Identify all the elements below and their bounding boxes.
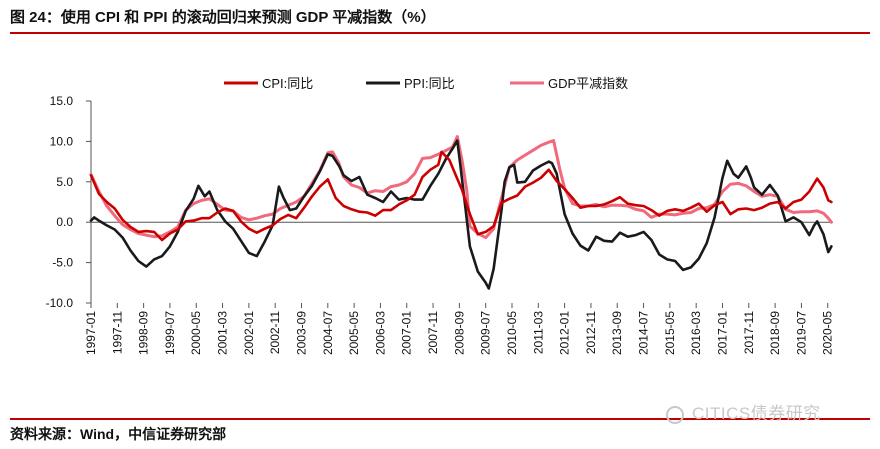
x-tick-label: 1998-09 (137, 311, 151, 355)
x-tick-label: 2012-01 (558, 311, 572, 355)
x-tick-label: 2015-05 (663, 311, 677, 355)
y-tick-label: 5.0 (56, 175, 73, 189)
x-tick-label: 2006-03 (373, 311, 387, 355)
figure-title: 图 24：使用 CPI 和 PPI 的滚动回归来预测 GDP 平减指数（%） (10, 9, 436, 26)
chart-legend: CPI:同比 PPI:同比 GDP平减指数 (224, 76, 628, 91)
x-tick-label: 2017-01 (715, 311, 729, 355)
x-tick-label: 2014-07 (637, 311, 651, 355)
series-line-gdp (89, 135, 833, 240)
y-tick-label: 10.0 (50, 134, 74, 148)
x-tick-label: 2009-07 (479, 311, 493, 355)
x-tick-label: 1997-01 (84, 311, 98, 355)
x-tick-label: 2019-07 (794, 311, 808, 355)
x-tick-label: 2001-03 (216, 311, 230, 355)
watermark-text: CITICS债券研究 (692, 404, 821, 423)
x-tick-label: 2000-05 (189, 311, 203, 355)
legend-label-gdp: GDP平减指数 (548, 76, 628, 91)
legend-label-cpi: CPI:同比 (262, 76, 313, 91)
x-tick-label: 1999-07 (163, 311, 177, 355)
x-tick-label: 2007-11 (426, 311, 440, 354)
x-tick-label: 2012-11 (584, 311, 598, 354)
x-tick-label: 2020-05 (821, 311, 835, 355)
x-tick-label: 2017-11 (742, 311, 756, 354)
x-tick-label: 2004-07 (321, 311, 335, 355)
x-tick-label: 2002-11 (268, 311, 282, 354)
y-axis: -10.0 -5.0 0.0 5.0 10.0 15.0 (46, 94, 92, 310)
series-line-cpi (89, 150, 833, 242)
x-tick-label: 2008-09 (452, 311, 466, 355)
x-tick-label: 1997-11 (110, 311, 124, 354)
source-note: 资料来源：Wind，中信证券研究部 (10, 426, 227, 442)
x-tick-label: 2010-05 (505, 311, 519, 355)
title-divider (10, 32, 870, 34)
x-tick-label: 2013-09 (610, 311, 624, 355)
x-tick-label: 2011-03 (531, 311, 545, 354)
x-tick-label: 2005-05 (347, 311, 361, 355)
x-tick-label: 2002-01 (242, 311, 256, 355)
y-tick-label: 0.0 (56, 215, 73, 229)
x-tick-label: 2018-09 (768, 311, 782, 355)
watermark: CITICS债券研究 (666, 399, 821, 424)
x-tick-label: 2003-09 (294, 311, 308, 355)
series-lines (89, 135, 833, 290)
y-tick-label: -10.0 (46, 296, 74, 310)
y-tick-label: 15.0 (50, 94, 74, 108)
x-tick-label: 2016-03 (689, 311, 703, 355)
x-axis: 1997-01 1997-11 1998-09 1999-07 2000-05 2001-… (84, 221, 835, 355)
y-tick-label: -5.0 (52, 256, 73, 270)
series-line-ppi (89, 139, 833, 290)
source-divider (10, 418, 870, 420)
legend-label-ppi: PPI:同比 (404, 76, 455, 91)
x-tick-label: 2007-01 (400, 311, 414, 355)
wechat-icon (666, 405, 684, 424)
